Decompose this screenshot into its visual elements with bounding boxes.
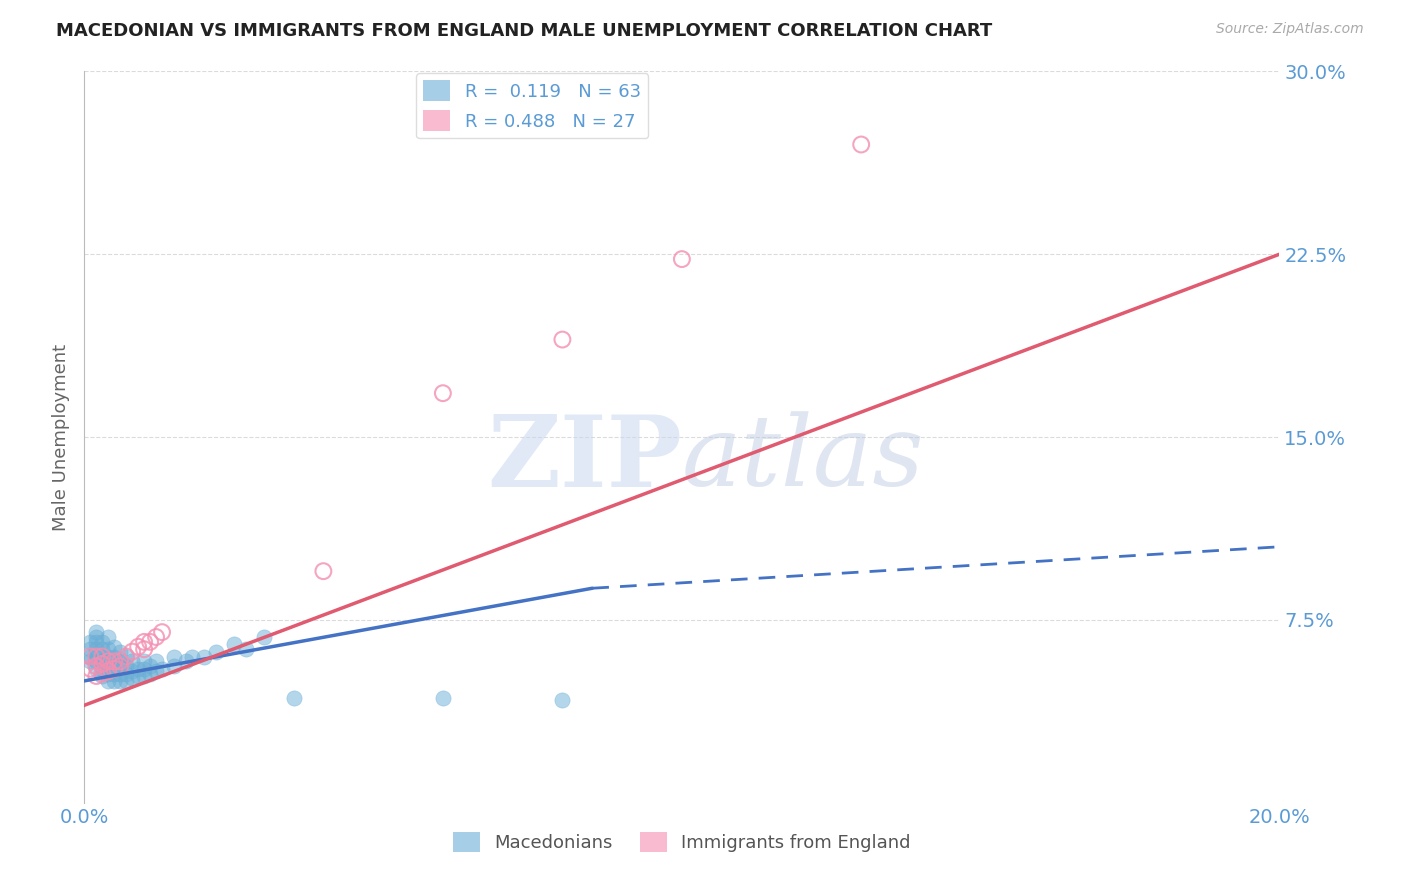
Point [97,649,120,664]
Point [103,673,125,688]
Y-axis label: Male Unemployment: Male Unemployment [52,343,70,531]
Point [103,659,125,673]
Point [86,669,108,683]
Text: Source: ZipAtlas.com: Source: ZipAtlas.com [1216,22,1364,37]
Point [110,654,132,668]
Point [91,657,114,671]
Point [150,625,173,640]
Point [91,642,114,657]
Point [150,662,173,676]
Point [86,635,108,649]
Point [139,635,162,649]
Point [145,630,167,644]
Point [671,252,693,266]
Point [163,659,186,673]
Point [97,630,120,644]
Point [139,666,162,681]
Point [163,649,186,664]
Point [103,654,125,668]
Point [222,637,245,651]
Point [79,662,101,676]
Text: atlas: atlas [682,411,925,507]
Point [127,669,149,683]
Point [91,662,114,676]
Point [132,669,156,683]
Point [132,662,156,676]
Point [86,662,108,676]
Point [86,625,108,640]
Text: ZIP: ZIP [486,410,682,508]
Point [235,642,257,657]
Point [145,664,167,678]
Point [97,673,120,688]
Point [86,642,108,657]
Point [115,649,138,664]
Point [145,654,167,668]
Point [132,654,156,668]
Point [97,654,120,668]
Point [121,672,143,686]
Point [86,649,108,664]
Point [121,645,143,659]
Point [115,649,138,664]
Point [110,659,132,673]
Text: MACEDONIAN VS IMMIGRANTS FROM ENGLAND MALE UNEMPLOYMENT CORRELATION CHART: MACEDONIAN VS IMMIGRANTS FROM ENGLAND MA… [56,22,993,40]
Point [110,659,132,673]
Point [115,666,138,681]
Point [103,662,125,676]
Point [86,630,108,644]
Point [86,659,108,673]
Point [205,645,228,659]
Point [253,630,276,644]
Point [91,649,114,664]
Point [103,666,125,681]
Legend: Macedonians, Immigrants from England: Macedonians, Immigrants from England [446,824,918,860]
Point [432,386,454,401]
Point [91,669,114,683]
Point [132,642,156,657]
Point [103,654,125,668]
Point [103,649,125,664]
Point [79,649,101,664]
Point [86,654,108,668]
Point [127,662,149,676]
Point [91,635,114,649]
Point [91,666,114,681]
Point [432,690,454,705]
Point [110,666,132,681]
Point [110,654,132,668]
Point [127,640,149,654]
Point [193,649,215,664]
Point [91,649,114,664]
Point [97,659,120,673]
Point [181,649,204,664]
Point [79,642,101,657]
Point [115,659,138,673]
Point [121,654,143,668]
Point [79,635,101,649]
Point [851,137,873,152]
Point [110,645,132,659]
Point [121,664,143,678]
Point [110,673,132,688]
Point [79,654,101,668]
Point [283,690,305,705]
Point [97,666,120,681]
Point [174,654,197,668]
Point [551,693,574,707]
Point [79,649,101,664]
Point [115,673,138,688]
Point [86,649,108,664]
Point [103,640,125,654]
Point [312,564,335,578]
Point [551,333,574,347]
Point [91,654,114,668]
Point [139,659,162,673]
Point [97,642,120,657]
Point [132,635,156,649]
Point [97,664,120,678]
